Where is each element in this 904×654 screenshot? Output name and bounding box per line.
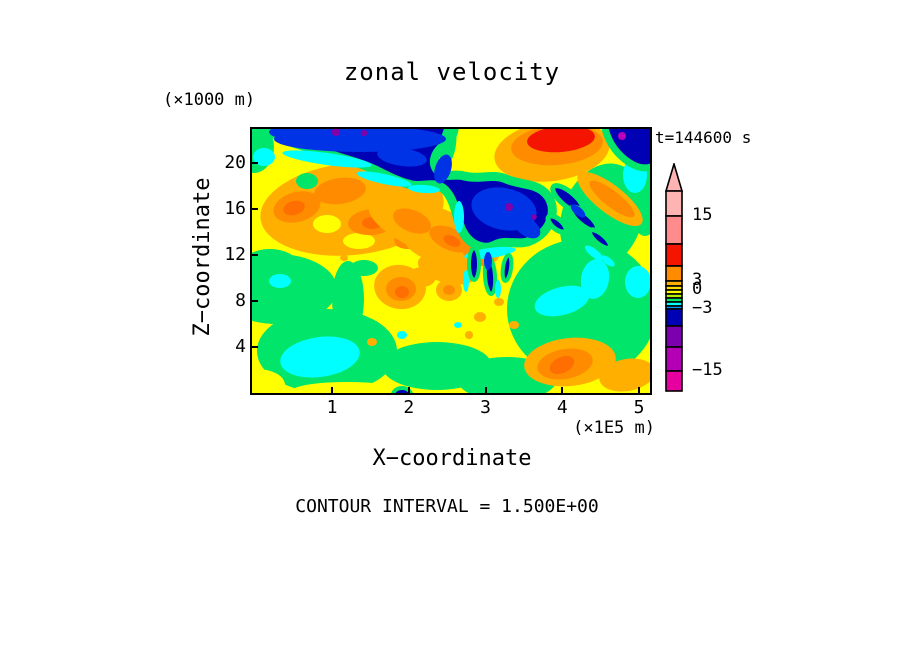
y-tick-mark [252, 162, 258, 164]
colorbar-segment [665, 370, 683, 392]
x-tick-mark [407, 387, 410, 393]
y-tick-mark [252, 346, 258, 348]
colorbar-tick-label: −3 [692, 298, 713, 319]
colorbar-arrow-cap [664, 163, 684, 192]
colorbar-segment [665, 308, 683, 327]
colorbar-tick-label: 0 [692, 279, 703, 300]
y-tick-label: 8 [235, 290, 246, 311]
y-tick-mark [252, 208, 258, 210]
time-annotation: t=144600 s [655, 128, 752, 147]
colorbar-tick-label: 15 [692, 205, 713, 226]
y-tick-label: 4 [235, 336, 246, 357]
x-tick-mark [331, 387, 333, 393]
contour-interval-caption: CONTOUR INTERVAL = 1.500E+00 [295, 496, 599, 517]
chart-title: zonal velocity [343, 58, 561, 86]
colorbar-segment [665, 265, 683, 282]
x-tick-label: 1 [326, 397, 338, 418]
y-tick-label: 12 [224, 244, 246, 265]
colorbar [664, 163, 684, 392]
y-tick-mark [252, 300, 258, 302]
x-tick-mark [484, 387, 487, 393]
colorbar-segment [665, 325, 683, 348]
x-tick-mark [561, 387, 564, 393]
y-axis-unit-label: (×1000 m) [163, 90, 256, 110]
colorbar-segment [665, 190, 683, 217]
y-tick-label: 20 [224, 152, 246, 173]
colorbar-segment [665, 215, 683, 245]
plot-area [250, 127, 652, 395]
y-tick-mark [252, 254, 258, 256]
x-tick-label: 3 [480, 397, 491, 418]
colorbar-segment [665, 346, 683, 372]
contour-field [252, 129, 650, 393]
x-tick-label: 4 [556, 397, 568, 418]
x-tick-label: 2 [403, 397, 415, 418]
x-axis-title: X−coordinate [372, 446, 532, 471]
x-tick-mark [638, 387, 640, 393]
y-tick-label: 16 [224, 198, 246, 219]
x-tick-label: 5 [633, 397, 645, 418]
x-axis-unit-label: (×1E5 m) [573, 418, 655, 438]
colorbar-tick-label: 3 [692, 270, 703, 291]
colorbar-segment [665, 243, 683, 267]
colorbar-tick-label: −15 [692, 360, 723, 381]
